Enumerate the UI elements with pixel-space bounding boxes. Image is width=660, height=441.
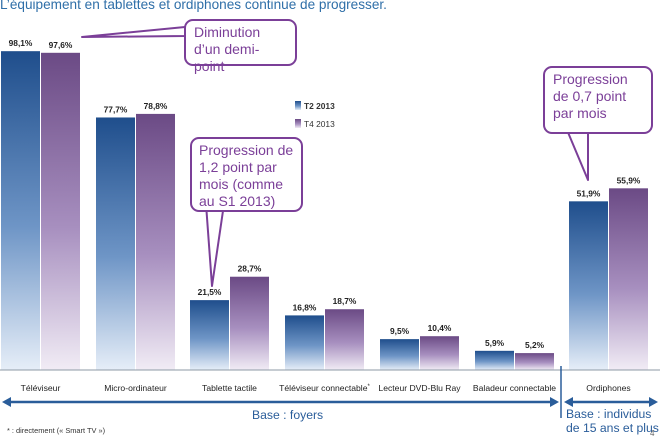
category-label-5: Baladeur connectable [473,383,556,393]
bar-t4-2 [230,276,269,370]
bar-t4-4 [420,336,459,370]
callout-ordiphones: Progression de 0,7 point par mois [543,66,653,134]
category-label-3: Téléviseur connectable* [279,383,370,393]
callout-pointer-demi-point [81,26,186,38]
page-number: 4 [650,429,655,438]
data-label-t4-0: 97,6% [49,40,73,50]
data-label-t2-6: 51,9% [577,188,601,198]
bars-group [1,51,648,371]
bar-t2-5 [475,350,514,370]
bar-t2-2 [190,300,229,370]
bar-t4-1 [136,113,175,371]
data-label-t4-1: 78,8% [144,101,168,111]
legend-label-t4: T4 2013 [304,119,335,129]
callout-tablette: Progression de 1,2 point par mois (comme… [190,137,303,212]
bar-t2-3 [285,315,324,370]
bar-t4-6 [609,188,648,370]
bar-t2-1 [96,117,135,370]
data-label-t2-2: 21,5% [198,287,222,297]
callout-demi-point-text: Diminution d’un demi-point [194,24,261,74]
data-label-t2-0: 98,1% [9,38,33,48]
arrow-right-icon [550,397,559,407]
bar-t4-5 [515,353,554,370]
bar-t2-4 [380,339,419,370]
legend-swatch-t4 [295,119,301,128]
base-foyers-label: Base : foyers [252,408,324,422]
category-label-2: Tablette tactile [202,383,257,393]
data-label-t2-5: 5,9% [485,338,505,348]
bar-t4-0 [41,52,80,371]
data-label-t4-5: 5,2% [525,340,545,350]
base-individus-label: Base : individus de 15 ans et plus [566,407,659,435]
legend-swatch-t2 [295,101,301,110]
data-label-t2-3: 16,8% [293,302,317,312]
callout-ordiphones-text: Progression de 0,7 point par mois [553,71,628,121]
category-label-1: Micro-ordinateur [104,383,167,393]
bar-t4-3 [325,309,364,370]
arrow-right-icon [649,397,658,407]
bar-t2-6 [569,201,608,370]
data-label-t4-3: 18,7% [333,296,357,306]
category-label-6: Ordiphones [586,383,630,393]
footnote: * : directement (« Smart TV ») [7,426,106,435]
legend: T2 2013 T4 2013 [295,101,335,129]
callout-pointer-ordiphones [566,129,589,181]
category-labels-group: Téléviseur Micro-ordinateur Tablette tacti… [21,383,631,393]
arrow-left-icon [564,397,573,407]
data-label-t4-6: 55,9% [617,175,641,185]
legend-label-t2: T2 2013 [304,101,335,111]
data-label-t2-1: 77,7% [104,104,128,114]
bar-t2-0 [1,51,40,371]
callout-demi-point: Diminution d’un demi-point [184,19,297,74]
chart-title: L’équipement en tablettes et ordiphones … [0,0,387,12]
category-label-0: Téléviseur [21,383,61,393]
arrow-left-icon [2,397,11,407]
category-label-4: Lecteur DVD-Blu Ray [378,383,461,393]
data-label-t4-2: 28,7% [238,264,262,274]
data-labels-group: 98,1% 97,6% 77,7% 78,8% 21,5% 28,7% 16,8% 18,7%… [9,38,641,350]
data-label-t2-4: 9,5% [390,326,410,336]
data-label-t4-4: 10,4% [428,323,452,333]
callout-pointer-tablette [205,203,225,287]
callout-tablette-text: Progression de 1,2 point par mois (comme… [199,142,294,209]
